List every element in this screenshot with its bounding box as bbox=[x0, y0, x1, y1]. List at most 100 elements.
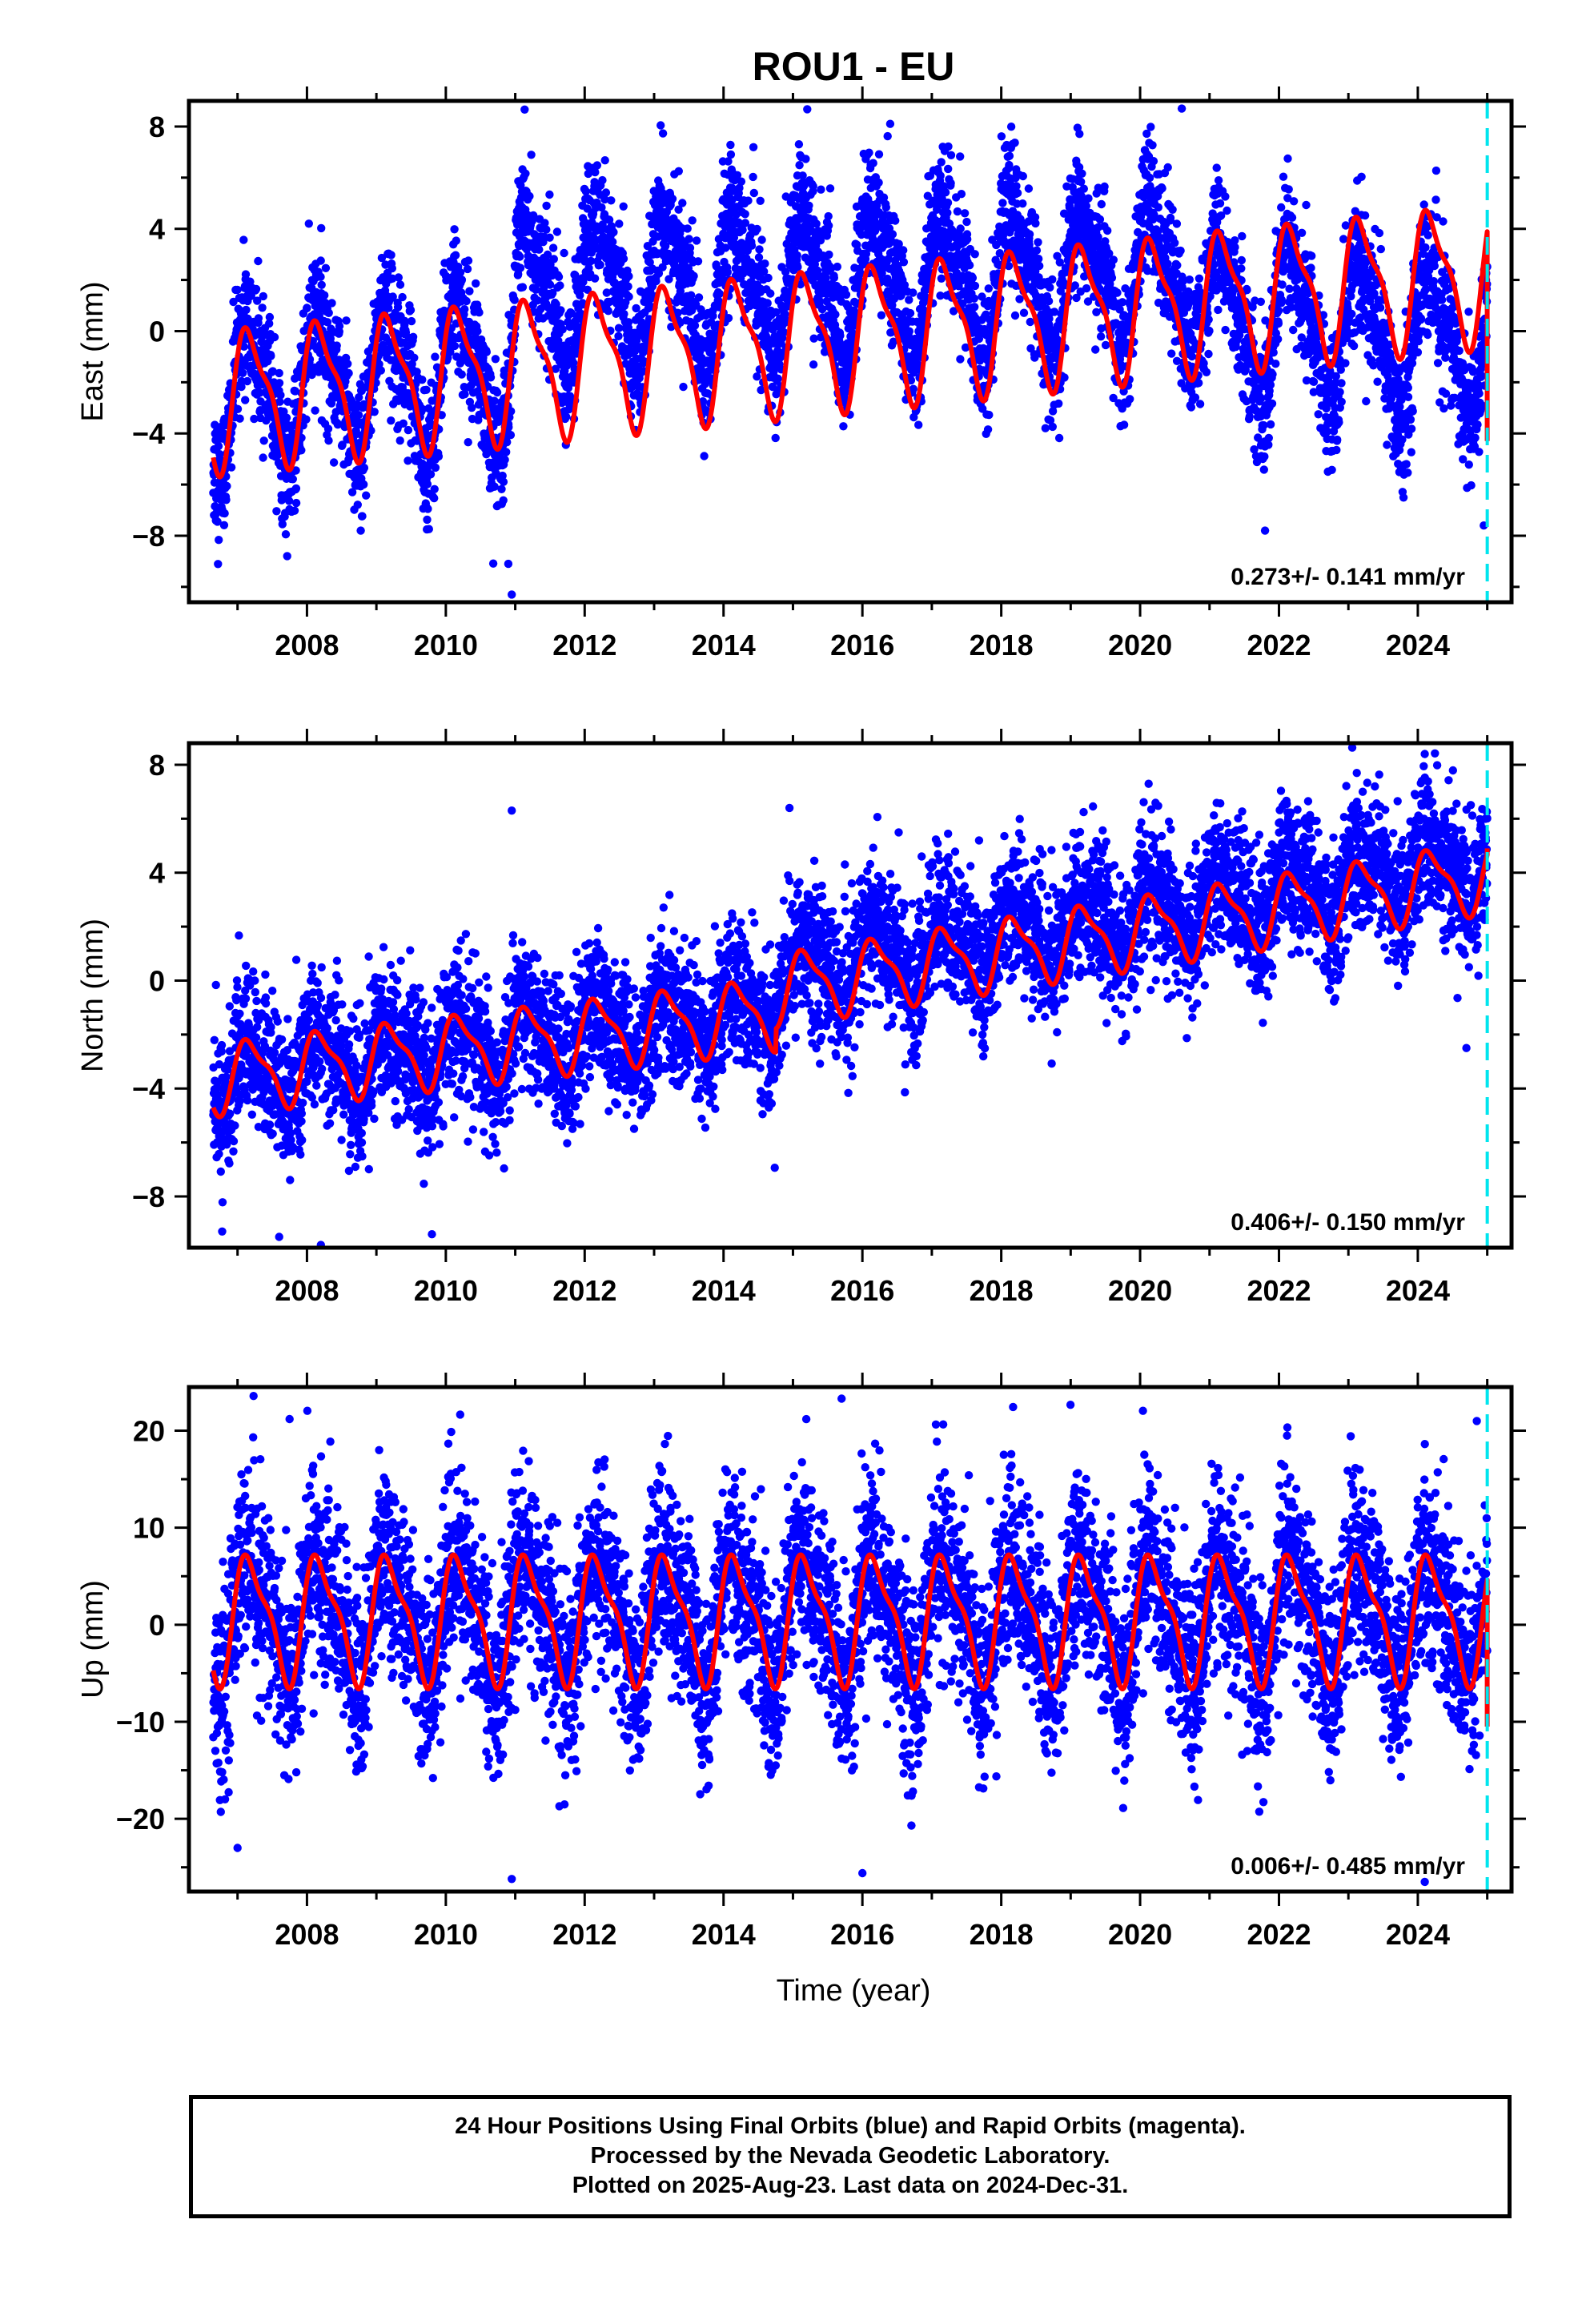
east-data-point bbox=[763, 299, 772, 308]
east-final-orbit-points bbox=[209, 104, 1492, 599]
east-data-point bbox=[344, 368, 353, 378]
east-data-point bbox=[665, 275, 673, 283]
east-data-point bbox=[535, 245, 544, 254]
east-data-point bbox=[316, 256, 325, 265]
east-data-point bbox=[771, 433, 780, 443]
east-data-point bbox=[689, 271, 698, 280]
east-data-point bbox=[956, 152, 965, 161]
east-data-point bbox=[307, 370, 316, 380]
east-data-point bbox=[423, 480, 432, 489]
east-data-point bbox=[869, 159, 877, 167]
east-data-point bbox=[591, 167, 600, 177]
east-data-point bbox=[953, 207, 962, 216]
east-data-point bbox=[1018, 171, 1028, 181]
east-data-point bbox=[1195, 274, 1204, 283]
east-data-point bbox=[259, 436, 268, 445]
east-data-point bbox=[239, 368, 247, 377]
east-data-point bbox=[430, 493, 439, 503]
east-data-point bbox=[265, 312, 275, 322]
east-data-point bbox=[486, 373, 496, 382]
east-data-point bbox=[766, 289, 775, 298]
east-data-point bbox=[272, 507, 281, 516]
east-data-point bbox=[1012, 182, 1021, 191]
east-data-point bbox=[400, 316, 409, 325]
east-data-point bbox=[836, 331, 845, 340]
east-data-point bbox=[529, 211, 538, 220]
east-data-point bbox=[946, 151, 956, 159]
east-data-point bbox=[809, 334, 818, 343]
east-data-point bbox=[241, 396, 250, 404]
east-data-point bbox=[1107, 273, 1117, 283]
east-data-point bbox=[909, 288, 917, 297]
east-data-point bbox=[580, 257, 589, 266]
east-data-point bbox=[358, 512, 367, 521]
east-data-point bbox=[1101, 340, 1110, 350]
east-data-point bbox=[874, 178, 883, 187]
east-data-point bbox=[343, 360, 352, 368]
east-data-point bbox=[1145, 173, 1154, 183]
east-data-point bbox=[985, 410, 994, 420]
east-data-point bbox=[781, 310, 789, 319]
east-data-point bbox=[324, 308, 333, 317]
east-data-point bbox=[604, 215, 614, 224]
east-data-point bbox=[254, 314, 263, 323]
east-data-point bbox=[452, 236, 460, 245]
east-data-point bbox=[399, 419, 408, 428]
east-data-point bbox=[888, 300, 897, 310]
east-data-point bbox=[905, 327, 914, 336]
east-data-point bbox=[410, 353, 419, 362]
east-data-point bbox=[944, 164, 953, 174]
east-data-point bbox=[424, 505, 432, 513]
east-data-point bbox=[764, 273, 773, 283]
east-data-point bbox=[673, 308, 682, 317]
east-data-point bbox=[1187, 352, 1197, 361]
east-data-point bbox=[944, 142, 953, 151]
east-data-point bbox=[598, 175, 607, 185]
east-data-point bbox=[688, 216, 697, 225]
east-data-point bbox=[323, 318, 332, 327]
east-data-point bbox=[709, 312, 717, 320]
east-data-point bbox=[329, 458, 339, 467]
east-data-point bbox=[821, 274, 830, 283]
east-data-point bbox=[317, 280, 326, 289]
east-data-point bbox=[321, 263, 331, 272]
east-data-point bbox=[614, 324, 624, 332]
east-data-point bbox=[793, 263, 802, 271]
east-data-point bbox=[291, 466, 300, 475]
east-data-point bbox=[781, 192, 790, 201]
east-data-point bbox=[258, 304, 267, 312]
east-data-point bbox=[220, 509, 229, 518]
east-data-point bbox=[408, 332, 418, 341]
east-data-point bbox=[500, 455, 509, 464]
east-data-point bbox=[359, 480, 368, 489]
east-data-point bbox=[278, 520, 287, 529]
east-data-point bbox=[214, 441, 223, 451]
east-data-point bbox=[771, 308, 781, 317]
east-data-point bbox=[656, 121, 665, 130]
east-data-point bbox=[831, 310, 840, 319]
east-data-point bbox=[793, 251, 801, 260]
east-data-point bbox=[499, 477, 508, 486]
east-data-point bbox=[254, 256, 263, 266]
east-data-point bbox=[914, 420, 923, 429]
east-data-point bbox=[1005, 151, 1014, 160]
east-data-point bbox=[874, 150, 884, 159]
east-data-point bbox=[265, 319, 274, 328]
east-data-point bbox=[387, 251, 396, 259]
east-data-point bbox=[229, 297, 238, 307]
east-data-point bbox=[970, 281, 980, 291]
east-data-point bbox=[905, 308, 915, 318]
east-data-point bbox=[654, 269, 664, 278]
east-data-point bbox=[608, 237, 617, 247]
east-data-point bbox=[239, 342, 248, 351]
east-data-point bbox=[268, 367, 277, 376]
east-data-point bbox=[1195, 400, 1205, 408]
east-data-point bbox=[356, 526, 365, 535]
east-data-point bbox=[302, 415, 311, 424]
east-data-point bbox=[497, 485, 506, 493]
east-data-point bbox=[1109, 255, 1118, 264]
east-data-point bbox=[747, 241, 757, 250]
east-data-point bbox=[741, 219, 750, 227]
east-data-point bbox=[970, 250, 979, 259]
east-data-point bbox=[753, 224, 761, 234]
